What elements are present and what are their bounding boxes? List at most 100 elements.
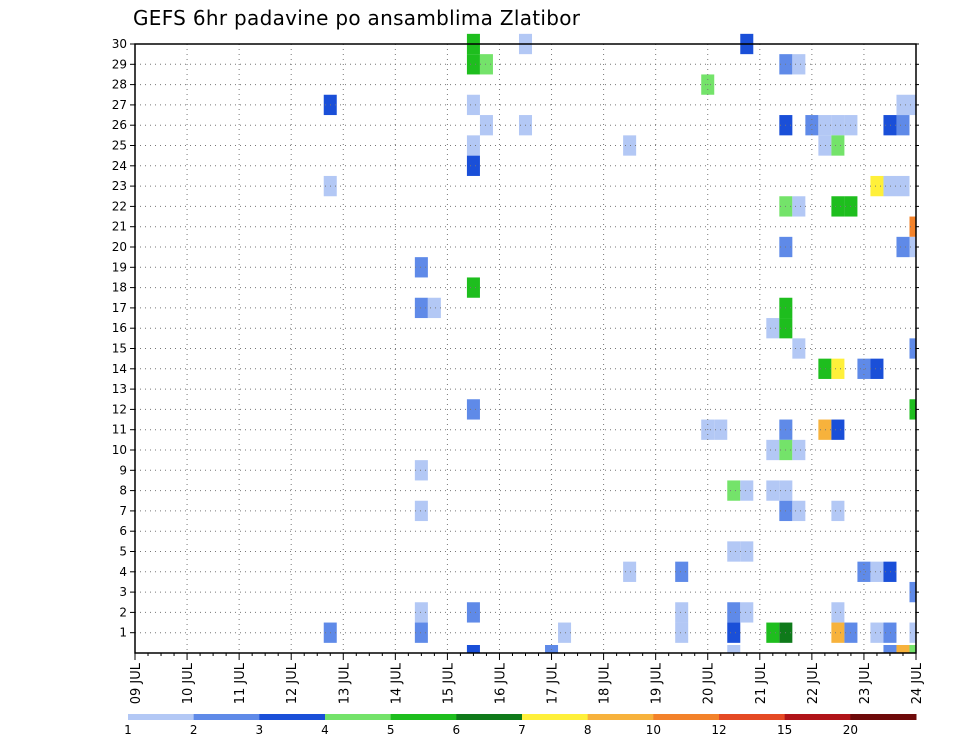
precip-cell-2 (479, 54, 493, 75)
precip-cell-76 (870, 561, 884, 582)
precip-cell-74 (675, 561, 689, 582)
precip-cell-32 (831, 196, 845, 217)
precip-cell-59 (766, 439, 780, 461)
y-tick-label: 3 (119, 585, 127, 599)
x-tick-label: 14 JUL (389, 662, 404, 704)
precip-cell-1 (466, 54, 480, 75)
precip-cell-73 (623, 561, 637, 582)
precip-cell-69 (792, 500, 806, 522)
colorbar-swatch-4 (325, 714, 392, 720)
colorbar-label: 1 (124, 723, 132, 737)
colorbar-swatch-6 (456, 714, 523, 720)
colorbar-label: 4 (321, 723, 329, 737)
precip-cell-80 (414, 602, 428, 623)
x-tick-label: 12 JUL (285, 662, 300, 704)
precip-cell-28 (883, 175, 897, 197)
precip-cell-102 (896, 645, 910, 653)
y-tick-label: 28 (112, 78, 127, 92)
precip-cell-103 (909, 645, 916, 653)
colorbar-swatch-2 (193, 714, 260, 720)
precip-cell-40 (414, 297, 428, 319)
y-tick-label: 26 (112, 118, 127, 132)
y-tick-label: 13 (112, 382, 127, 396)
precip-cell-72 (740, 541, 754, 562)
x-tick-label: 10 JUL (181, 662, 196, 704)
colorbar-label: 2 (190, 723, 198, 737)
precip-cell-36 (896, 236, 910, 258)
precip-cell-10 (896, 94, 910, 116)
y-tick-label: 30 (112, 37, 127, 51)
precip-cell-23 (818, 135, 832, 156)
colorbar: 1 2 3 4 5 6 7 8 10 12 15 20 (124, 714, 917, 737)
y-tick-label: 22 (112, 199, 127, 213)
x-tick-label: 16 JUL (493, 662, 508, 704)
precip-cell-6 (792, 54, 806, 75)
x-tick-label: 09 JUL (129, 662, 144, 704)
precip-cell-91 (766, 622, 780, 643)
colorbar-swatch-12 (850, 714, 917, 720)
precip-cell-84 (740, 602, 754, 623)
precip-cell-65 (766, 480, 780, 501)
y-tick-label: 6 (119, 524, 127, 538)
precip-cell-58 (831, 419, 845, 440)
y-tick-label: 4 (119, 565, 127, 579)
precip-cell-52 (909, 399, 916, 420)
precip-cell-11 (909, 94, 916, 116)
precip-cell-12 (479, 115, 493, 136)
colorbar-swatch-3 (259, 714, 326, 720)
x-tick-label: 24 JUL (910, 662, 925, 704)
colorbar-swatch-1 (128, 714, 195, 720)
colorbar-label: 20 (843, 723, 858, 737)
y-tick-label: 12 (112, 402, 127, 416)
colorbar-swatch-7 (522, 714, 589, 720)
y-tick-label: 25 (112, 139, 127, 153)
precip-cell-83 (727, 602, 741, 623)
y-tick-label: 18 (112, 281, 127, 295)
precip-cell-70 (831, 500, 845, 522)
precip-cell-93 (831, 622, 845, 643)
precip-cell-39 (466, 277, 480, 298)
y-tick-label: 20 (112, 240, 127, 254)
precip-cell-27 (870, 175, 884, 197)
precip-cell-101 (883, 645, 897, 653)
y-tick-label: 2 (119, 605, 127, 619)
y-tick-label: 11 (112, 423, 127, 437)
x-tick-label: 17 JUL (546, 662, 561, 704)
precip-cell-51 (466, 399, 480, 420)
x-axis: 09 JUL 10 JUL 11 JUL 12 JUL 13 JUL 14 JUL 15 J… (129, 653, 925, 704)
precip-cell-62 (414, 460, 428, 481)
colorbar-swatch-11 (784, 714, 851, 720)
colorbar-swatch-10 (719, 714, 786, 720)
y-tick-label: 14 (112, 362, 127, 376)
precip-cell-22 (623, 135, 637, 156)
precip-cell-45 (792, 338, 806, 359)
x-tick-label: 21 JUL (754, 662, 769, 704)
y-tick-label: 29 (112, 57, 127, 71)
x-tick-label: 23 JUL (858, 662, 873, 704)
precip-cell-34 (909, 216, 916, 237)
precip-cell-61 (792, 439, 806, 461)
precip-cell-47 (818, 358, 832, 379)
precip-cell-25 (466, 155, 480, 176)
y-tick-label: 19 (112, 260, 127, 274)
precip-cell-20 (896, 115, 910, 136)
y-tick-label: 16 (112, 321, 127, 335)
precip-cell-31 (792, 196, 806, 217)
y-tick-label: 8 (119, 484, 127, 498)
precip-cell-63 (727, 480, 741, 501)
precip-cell-46 (909, 338, 916, 359)
precip-cell-85 (831, 602, 845, 623)
precip-cell-71 (727, 541, 741, 562)
precip-cell-43 (766, 318, 780, 339)
colorbar-swatch-8 (587, 714, 654, 720)
colorbar-label: 3 (256, 723, 264, 737)
x-tick-label: 11 JUL (233, 662, 248, 704)
colorbar-swatch-9 (653, 714, 720, 720)
y-tick-label: 27 (112, 98, 127, 112)
x-tick-label: 22 JUL (806, 662, 821, 704)
precip-cell-21 (466, 135, 480, 156)
precip-cell-19 (883, 115, 897, 136)
y-tick-label: 9 (119, 463, 127, 477)
colorbar-label: 10 (646, 723, 661, 737)
